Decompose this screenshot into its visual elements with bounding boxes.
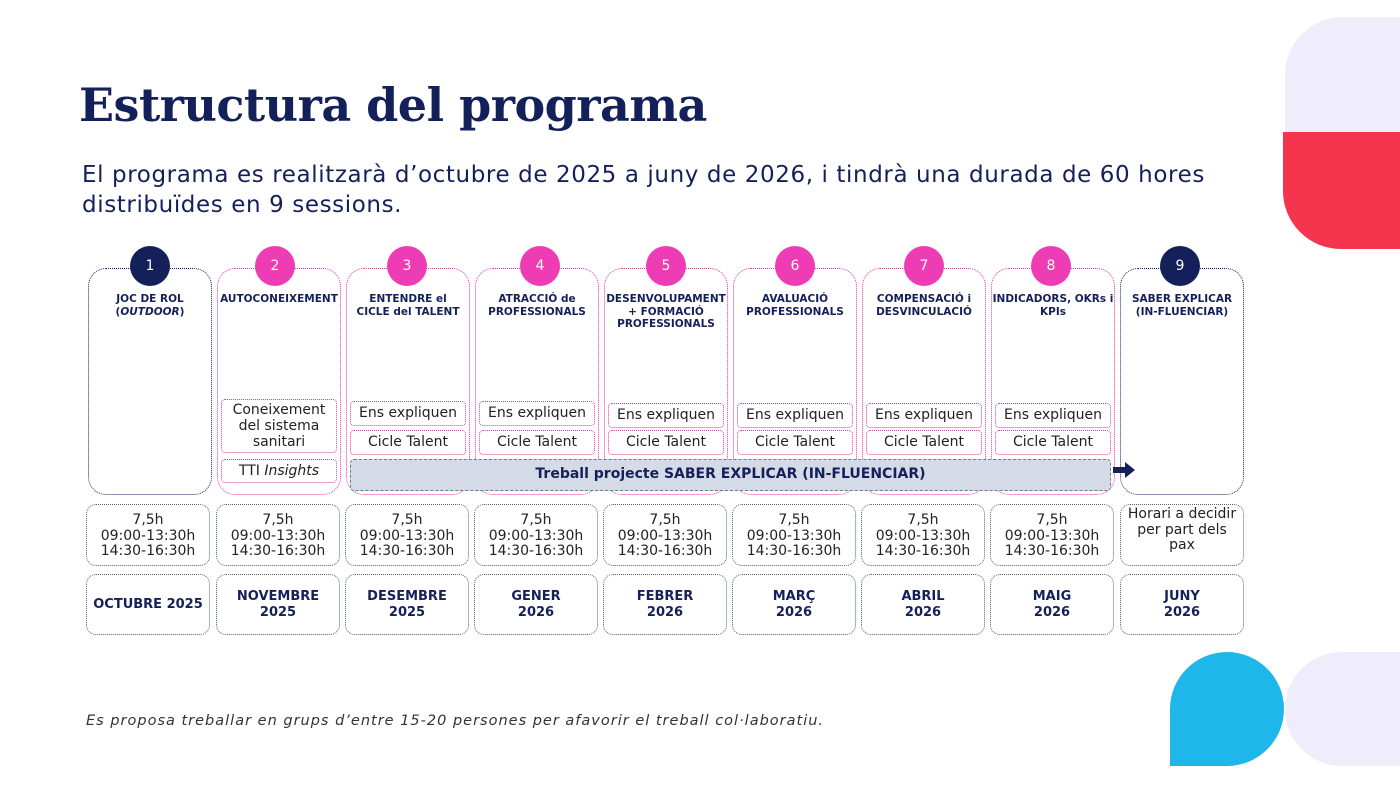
schedule-afternoon: 14:30-16:30h <box>359 543 455 559</box>
tag-cicle-talent: Cicle Talent <box>350 430 466 455</box>
tag-cicle-talent: Cicle Talent <box>608 430 724 455</box>
month-box: GENER 2026 <box>474 574 598 635</box>
schedule-box: 7,5h 09:00-13:30h 14:30-16:30h <box>474 504 598 566</box>
schedule-hours: 7,5h <box>132 512 164 528</box>
month-box: OCTUBRE 2025 <box>86 574 210 635</box>
schedule-box: 7,5h 09:00-13:30h 14:30-16:30h <box>86 504 210 566</box>
tag-ens-expliquen: Ens expliquen <box>737 403 853 428</box>
schedule-morning: 09:00-13:30h <box>746 527 842 544</box>
schedule-afternoon: 14:30-16:30h <box>746 543 842 559</box>
project-bar: Treball projecte SABER EXPLICAR (IN-FLUE… <box>350 459 1111 491</box>
schedule-hours: 7,5h <box>907 512 939 528</box>
session-title-1: JOC DE ROL (OUTDOOR) <box>88 293 212 318</box>
schedule-morning: 09:00-13:30h <box>617 527 713 544</box>
tag-ens-expliquen: Ens expliquen <box>479 401 595 426</box>
session-title-8: INDICADORS, OKRs i KPIs <box>992 293 1114 318</box>
session-title-2: AUTOCONEIXEMENT <box>220 293 338 305</box>
session-title-5: DESENVOLUPAMENT + FORMACIÓ PROFESSIONALS <box>606 293 726 330</box>
schedule-box: 7,5h 09:00-13:30h 14:30-16:30h <box>732 504 856 566</box>
session-title-3: ENTENDRE el CICLE del TALENT <box>356 293 460 318</box>
session-title-4: ATRACCIÓ de PROFESSIONALS <box>488 293 586 318</box>
schedule-afternoon: 14:30-16:30h <box>230 543 326 559</box>
schedule-box: 7,5h 09:00-13:30h 14:30-16:30h <box>990 504 1114 566</box>
schedule-morning: 09:00-13:30h <box>100 527 196 544</box>
decor-cyan-shape <box>1170 652 1284 766</box>
decor-lavender-shape-top <box>1285 17 1400 132</box>
tag-knowledge-system: Coneixement del sistema sanitari <box>221 399 337 453</box>
session-title-9: SABER EXPLICAR (IN-FLUENCIAR) <box>1131 293 1233 318</box>
tag-tti-insights: TTI Insights <box>221 459 337 483</box>
schedule-afternoon: 14:30-16:30h <box>488 543 584 559</box>
session-number-badge: 9 <box>1160 246 1200 286</box>
month-box: JUNY 2026 <box>1120 574 1244 635</box>
schedule-box: 7,5h 09:00-13:30h 14:30-16:30h <box>861 504 985 566</box>
schedule-hours: 7,5h <box>649 512 681 528</box>
tag-ens-expliquen: Ens expliquen <box>866 403 982 428</box>
session-number-badge: 7 <box>904 246 944 286</box>
session-title-part: JOC DE ROL ( <box>115 293 184 318</box>
schedule-hours: 7,5h <box>1036 512 1068 528</box>
tag-ens-expliquen: Ens expliquen <box>350 401 466 426</box>
schedule-afternoon: 14:30-16:30h <box>617 543 713 559</box>
tag-tti-prefix: TTI <box>238 463 260 479</box>
schedule-hours: 7,5h <box>520 512 552 528</box>
schedule-morning: 09:00-13:30h <box>875 527 971 544</box>
session-title-6: AVALUACIÓ PROFESSIONALS <box>746 293 844 318</box>
footnote: Es proposa treballar en grups d’entre 15… <box>86 713 825 729</box>
month-box: ABRIL 2026 <box>861 574 985 635</box>
schedule-morning: 09:00-13:30h <box>488 527 584 544</box>
session-number-badge: 4 <box>520 246 560 286</box>
session-number-badge: 1 <box>130 246 170 286</box>
tag-cicle-talent: Cicle Talent <box>995 430 1111 455</box>
tag-cicle-talent: Cicle Talent <box>737 430 853 455</box>
tag-cicle-talent: Cicle Talent <box>479 430 595 455</box>
schedule-box: 7,5h 09:00-13:30h 14:30-16:30h <box>345 504 469 566</box>
schedule-morning: 09:00-13:30h <box>1004 527 1100 544</box>
session-number-badge: 5 <box>646 246 686 286</box>
schedule-hours: 7,5h <box>391 512 423 528</box>
month-box: NOVEMBRE 2025 <box>216 574 340 635</box>
month-box: DESEMBRE 2025 <box>345 574 469 635</box>
schedule-hours: 7,5h <box>262 512 294 528</box>
session-number-badge: 6 <box>775 246 815 286</box>
session-title-em: OUTDOOR <box>120 305 180 318</box>
tag-tti-em: Insights <box>264 463 320 479</box>
schedule-box: 7,5h 09:00-13:30h 14:30-16:30h <box>603 504 727 566</box>
schedule-box: 7,5h 09:00-13:30h 14:30-16:30h <box>216 504 340 566</box>
schedule-morning: 09:00-13:30h <box>230 527 326 544</box>
session-title-7: COMPENSACIÓ i DESVINCULACIÓ <box>876 293 972 318</box>
arrow-right-icon <box>1113 462 1135 478</box>
schedule-tbd: Horari a decidir per part dels pax <box>1127 506 1237 553</box>
session-title-part: ) <box>179 305 185 318</box>
session-number-badge: 3 <box>387 246 427 286</box>
schedule-afternoon: 14:30-16:30h <box>100 543 196 559</box>
tag-ens-expliquen: Ens expliquen <box>995 403 1111 428</box>
page-title: Estructura del programa <box>79 78 707 132</box>
session-number-badge: 8 <box>1031 246 1071 286</box>
schedule-afternoon: 14:30-16:30h <box>875 543 971 559</box>
tag-cicle-talent: Cicle Talent <box>866 430 982 455</box>
decor-lavender-shape-bottom <box>1285 652 1400 766</box>
page-subtitle: El programa es realitzarà d’octubre de 2… <box>82 162 1205 218</box>
month-box: MARÇ 2026 <box>732 574 856 635</box>
schedule-hours: 7,5h <box>778 512 810 528</box>
schedule-box-last: Horari a decidir per part dels pax <box>1120 504 1244 566</box>
schedule-afternoon: 14:30-16:30h <box>1004 543 1100 559</box>
session-number-badge: 2 <box>255 246 295 286</box>
month-box: MAIG 2026 <box>990 574 1114 635</box>
tag-ens-expliquen: Ens expliquen <box>608 403 724 428</box>
month-box: FEBRER 2026 <box>603 574 727 635</box>
schedule-morning: 09:00-13:30h <box>359 527 455 544</box>
decor-red-shape <box>1283 132 1400 249</box>
